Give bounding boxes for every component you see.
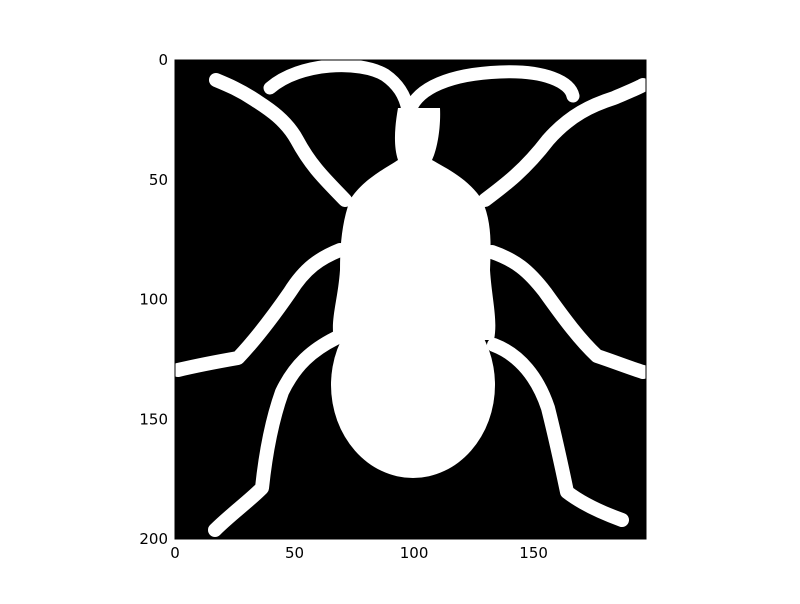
antenna-right <box>403 65 580 117</box>
x-axis: 0 50 100 150 <box>170 60 548 562</box>
y-tick-label: 100 <box>139 291 168 309</box>
leg-front-left <box>209 73 352 207</box>
x-tick-label: 150 <box>519 544 548 562</box>
y-tick-label: 150 <box>139 410 168 428</box>
x-tick-label: 50 <box>285 544 304 562</box>
beetle-abdomen <box>331 292 495 478</box>
leg-middle-right <box>485 245 646 379</box>
leg-middle-left <box>175 243 347 377</box>
leg-hind-right <box>487 338 629 527</box>
y-axis: 0 50 100 150 200 <box>139 51 646 548</box>
y-tick-label: 200 <box>139 530 168 548</box>
leg-front-right <box>478 78 646 207</box>
x-tick-label: 100 <box>400 544 429 562</box>
beetle-silhouette <box>175 60 646 537</box>
plot-area <box>174 59 647 540</box>
x-tick-label: 0 <box>170 544 180 562</box>
y-tick-label: 0 <box>158 51 168 69</box>
antenna-left <box>263 60 415 117</box>
y-tick-label: 50 <box>149 171 168 189</box>
beetle-head <box>332 108 496 340</box>
leg-hind-left <box>208 331 343 537</box>
